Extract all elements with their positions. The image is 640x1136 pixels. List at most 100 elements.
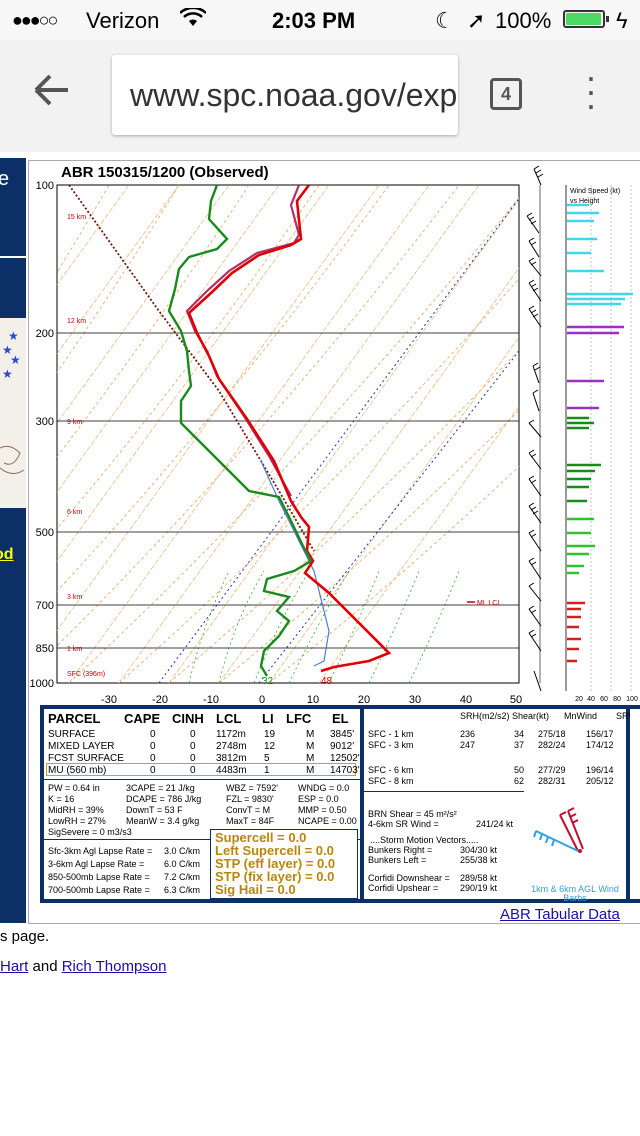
- thermo-value: PW = 0.64 in: [48, 783, 100, 793]
- shear-value: 37: [514, 740, 525, 750]
- wind-speed-panel: Wind Speed (kt) vs Height: [565, 185, 638, 703]
- corfidi-up-label: Corfidi Upshear =: [368, 883, 439, 893]
- back-arrow-icon[interactable]: [32, 70, 72, 118]
- divider: [364, 791, 524, 792]
- divider: [44, 779, 360, 780]
- storm-wind-barbs-icon: [533, 807, 584, 853]
- svg-text:★: ★: [2, 343, 13, 357]
- temp-axis-label: 20: [358, 694, 370, 706]
- thermo-value: ESP = 0.0: [298, 794, 339, 804]
- sidebar-link[interactable]: od: [0, 546, 14, 563]
- pressure-label: 200: [36, 328, 54, 340]
- layer-label: SFC - 8 km: [368, 776, 414, 786]
- wind-axis-label: 20: [575, 696, 583, 703]
- height-label: 1 km: [67, 646, 82, 653]
- layer-label: SFC - 1 km: [368, 729, 414, 739]
- parcel-lcl: 2748m: [216, 741, 247, 752]
- layer-label: SFC - 6 km: [368, 765, 414, 775]
- parcel-cinh: 0: [190, 729, 196, 740]
- li-header: LI: [262, 711, 274, 726]
- height-label: 12 km: [67, 318, 86, 325]
- battery-percent: 100%: [495, 8, 552, 33]
- temp-axis-label: 40: [460, 694, 472, 706]
- parcel-cinh: 0: [190, 765, 196, 776]
- parcel-el: 9012': [330, 741, 355, 752]
- credit-link-hart[interactable]: Hart: [0, 958, 29, 975]
- lcl-header: LCL: [216, 711, 242, 726]
- temp-axis-label: -10: [203, 694, 219, 706]
- credit-link-thompson[interactable]: Rich Thompson: [61, 958, 167, 975]
- wind-barbs-label: 1km & 6km AGL Wind Barbs: [531, 884, 619, 903]
- dewpoint-trace: [167, 185, 313, 677]
- temp-axis-label: 0: [259, 694, 265, 706]
- tabular-data-link[interactable]: ABR Tabular Data: [500, 906, 620, 923]
- parcel-lcl: 4483m: [216, 765, 247, 776]
- sidebar-divider: [0, 256, 26, 258]
- ml-lcl-label: ML LCL: [477, 600, 501, 607]
- mnwind-value: 282/24: [538, 740, 566, 750]
- sidebar-map-thumbnail[interactable]: ★ ★ ★ ★: [0, 318, 26, 508]
- thermo-value: DCAPE = 786 J/kg: [126, 794, 202, 804]
- srh-value: 236: [460, 729, 476, 739]
- wind-axis-label: 100: [626, 696, 638, 703]
- wind-speed-subtitle: vs Height: [570, 198, 599, 205]
- thermo-value: WBZ = 7592': [226, 783, 278, 793]
- temp-axis-label: 10: [307, 694, 319, 706]
- parcel-cape: 0: [150, 741, 156, 752]
- charging-bolt-icon: ϟ: [616, 8, 628, 33]
- height-label: 9 km: [67, 419, 82, 426]
- thermo-value: MaxT = 84F: [226, 816, 275, 826]
- lapse-rate-label: 3-6km Agl Lapse Rate =: [48, 859, 145, 869]
- lfc-header: LFC: [286, 711, 312, 726]
- srw-value: 205/12: [586, 776, 614, 786]
- url-text: www.spc.noaa.gov/exp: [130, 77, 458, 113]
- parcel-header: PARCEL: [48, 711, 101, 726]
- parcel-lfc: M: [306, 741, 315, 752]
- kinematics-box: SRH(m2/s2) Shear(kt) MnWind SRW SFC - 1 …: [364, 709, 637, 903]
- browser-toolbar: www.spc.noaa.gov/exp 4 · · ·: [0, 40, 640, 152]
- battery-icon: [563, 10, 609, 28]
- parcel-el: 12502': [330, 753, 360, 764]
- srh-value: 247: [460, 740, 476, 750]
- lapse-rate-label: 700-500mb Lapse Rate =: [48, 885, 150, 895]
- lapse-rate-label: 850-500mb Lapse Rate =: [48, 872, 150, 882]
- temperature-trace: [187, 185, 392, 673]
- thermo-value: NCAPE = 0.00: [298, 816, 357, 826]
- mnwind-value: 282/31: [538, 776, 566, 786]
- parcel-row-name: FCST SURFACE: [48, 753, 124, 764]
- parcel-lcl: 3812m: [216, 753, 247, 764]
- parcel-lfc: M: [306, 729, 315, 740]
- surface-temp-label: 48: [321, 676, 333, 687]
- thermo-box: PARCEL CAPE CINH LCL LI LFC EL SURFACE 0…: [44, 709, 360, 899]
- url-bar[interactable]: www.spc.noaa.gov/exp: [112, 55, 458, 135]
- wind-axis-label: 40: [587, 696, 595, 703]
- thermo-value: LowRH = 27%: [48, 816, 106, 826]
- temp-axis-label: 50: [510, 694, 522, 706]
- storm-motion-header: ....Storm Motion Vectors.....: [370, 835, 479, 845]
- cinh-header: CINH: [172, 711, 204, 726]
- surface-dewpoint-label: 32: [262, 676, 274, 687]
- parcel-cinh: 0: [190, 741, 196, 752]
- sidebar-text: e: [0, 168, 10, 190]
- shear-value: 50: [514, 765, 525, 775]
- parcel-el: 14703': [330, 765, 360, 776]
- thermo-value: K = 16: [48, 794, 75, 804]
- signal-strength-icon: ●●●○○: [12, 10, 58, 30]
- parcel-cape: 0: [150, 753, 156, 764]
- cape-header: CAPE: [124, 711, 161, 726]
- left-supercell-value: Left Supercell = 0.0: [215, 843, 334, 858]
- height-label: 6 km: [67, 509, 82, 516]
- thermo-value: DownT = 53 F: [126, 805, 183, 815]
- composite-indices-box: Supercell = 0.0 Left Supercell = 0.0 STP…: [210, 829, 358, 899]
- pressure-label: 1000: [30, 678, 54, 690]
- temp-axis-label: -20: [152, 694, 168, 706]
- brn-shear: BRN Shear = 45 m²/s²: [368, 809, 457, 819]
- parcel-row-name: MU (560 mb): [48, 765, 107, 776]
- page-sidebar: e ★ ★ ★ ★ od: [0, 158, 26, 923]
- thermo-value: SigSevere = 0 m3/s3: [48, 827, 132, 837]
- skewt-diagram: ABR 150315/1200 (Observed): [30, 164, 638, 706]
- pressure-label: 500: [36, 527, 54, 539]
- overflow-menu-icon[interactable]: · · ·: [585, 56, 597, 125]
- tab-switcher-button[interactable]: 4: [490, 78, 522, 110]
- parcel-lfc: M: [306, 765, 315, 776]
